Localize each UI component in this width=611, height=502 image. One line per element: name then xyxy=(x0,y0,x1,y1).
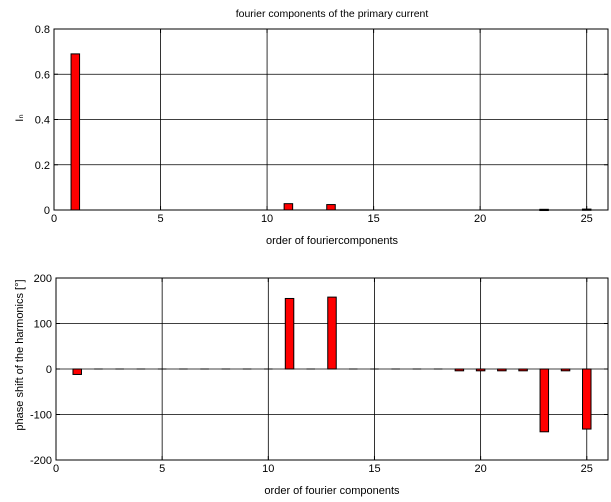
x-tick-label: 10 xyxy=(262,463,274,475)
x-tick-label: 10 xyxy=(261,213,273,225)
y-tick-label: 0.6 xyxy=(35,69,50,81)
y-axis-label: phase shift of the harmonics [°] xyxy=(14,279,26,430)
x-tick-label: 5 xyxy=(159,463,165,475)
x-axis-label: order of fourier components xyxy=(264,485,400,497)
bar xyxy=(327,296,337,370)
bar xyxy=(454,368,465,372)
x-tick-label: 0 xyxy=(53,463,59,475)
bar xyxy=(283,203,294,211)
y-tick-label: -100 xyxy=(30,410,52,422)
chart-title: fourier components of the primary curren… xyxy=(236,8,429,20)
y-tick-label: 0 xyxy=(46,364,52,376)
x-tick-label: 25 xyxy=(581,463,593,475)
y-tick-label: 200 xyxy=(34,273,52,285)
y-tick-label: -200 xyxy=(30,455,52,467)
x-tick-label: 20 xyxy=(474,213,486,225)
bar xyxy=(72,368,82,375)
bar xyxy=(560,368,571,372)
y-tick-label: 0.4 xyxy=(35,115,50,127)
bar xyxy=(284,297,295,370)
x-tick-label: 5 xyxy=(157,213,163,225)
bar xyxy=(497,368,507,372)
bar xyxy=(518,368,528,372)
x-tick-label: 25 xyxy=(581,213,593,225)
x-tick-label: 15 xyxy=(367,213,379,225)
current-amplitude-chart: fourier components of the primary curren… xyxy=(14,8,609,247)
x-tick-label: 20 xyxy=(474,463,486,475)
y-tick-label: 100 xyxy=(34,319,52,331)
y-tick-label: 0 xyxy=(44,205,50,217)
bar xyxy=(326,204,336,211)
bar xyxy=(70,53,81,211)
phase-shift-chart: 0 5 10 15 20 25 -200 -100 0 100 200 order of fouri… xyxy=(14,273,609,497)
x-tick-label: 15 xyxy=(368,463,380,475)
y-axis-label: Iₙ xyxy=(14,114,26,121)
y-tick-label: 0.8 xyxy=(35,24,50,36)
bar xyxy=(539,368,550,433)
y-tick-label: 0.2 xyxy=(35,160,50,172)
x-axis-label: order of fouriercomponents xyxy=(266,235,399,247)
bar xyxy=(475,368,486,372)
bar xyxy=(582,368,592,430)
x-tick-label: 0 xyxy=(51,213,57,225)
